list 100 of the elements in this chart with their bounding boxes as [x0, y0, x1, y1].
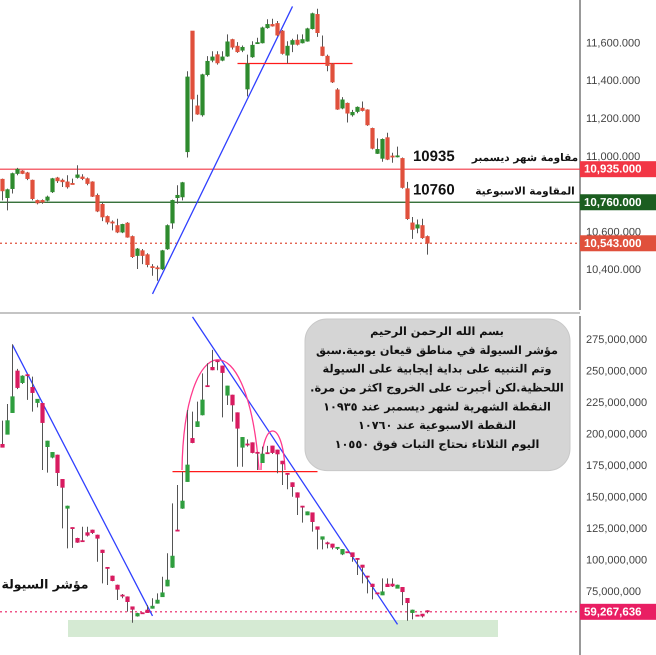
ref-line-label: 10,543.000 — [584, 238, 642, 250]
candlestick — [290, 482, 295, 498]
y-tick-label: 11,200.000 — [586, 112, 640, 125]
annotation: وتم التنبيه على بداية إيجابية على السيولة — [322, 362, 552, 376]
candlestick — [125, 596, 130, 612]
candlestick — [315, 8, 320, 38]
y-tick-label: 75,000,000 — [586, 586, 642, 598]
y-tick-label: 100,000,000 — [586, 554, 648, 566]
candlestick — [400, 586, 405, 606]
y-tick-label: 175,000,000 — [586, 460, 648, 472]
candlestick — [95, 534, 100, 562]
candlestick — [195, 401, 200, 428]
candlestick — [395, 146, 400, 158]
candlestick — [300, 505, 305, 524]
candlestick — [410, 609, 415, 620]
candlestick — [240, 436, 245, 468]
candlestick — [220, 50, 225, 62]
candlestick — [40, 402, 45, 470]
candlestick — [170, 502, 175, 569]
annotation: مؤشر السيولة — [2, 576, 88, 592]
candlestick — [380, 578, 385, 596]
candlestick — [60, 478, 65, 529]
candlestick — [170, 199, 175, 230]
candlestick — [285, 472, 290, 490]
annotation: المقاومة الاسبوعية — [475, 185, 575, 198]
ref-line-label: 59,267,636 — [584, 606, 642, 618]
candlestick — [370, 583, 375, 600]
annotation: النقطة الشهرية لشهر ديسمبر عند ١٠٩٣٥ — [323, 400, 551, 414]
candlestick — [225, 385, 230, 406]
candlestick — [135, 248, 140, 270]
annotation: مؤشر السيولة في مناطق قيعان يومية.سبق — [316, 344, 558, 357]
annotation: اللحظية.لكن أجبرت على الخروج اكثر من مرة. — [310, 379, 564, 394]
y-tick-label: 11,000.000 — [586, 150, 640, 163]
candlestick — [105, 566, 110, 586]
candlestick — [290, 38, 295, 53]
candlestick — [100, 549, 105, 584]
candlestick — [370, 127, 375, 150]
candlestick — [45, 440, 50, 474]
candlestick — [285, 40, 290, 64]
candlestick — [115, 584, 120, 601]
candlestick — [200, 372, 205, 416]
candlestick — [30, 376, 35, 412]
candlestick — [415, 218, 420, 234]
candlestick — [0, 178, 5, 201]
candlestick — [30, 179, 35, 201]
candlestick — [50, 177, 55, 194]
y-tick-label: 275,000,000 — [586, 334, 648, 346]
y-tick-label: 150,000,000 — [586, 491, 648, 504]
candlestick — [335, 88, 340, 110]
candlestick — [0, 420, 5, 448]
candlestick — [320, 536, 325, 550]
ref-line-label: 10,935.000 — [584, 164, 642, 176]
candlestick — [250, 40, 255, 58]
candlestick — [160, 576, 165, 598]
candlestick — [320, 35, 325, 57]
annotation: بسم الله الرحمن الرحيم — [370, 325, 504, 338]
candlestick — [210, 50, 215, 63]
y-tick-label: 11,400.000 — [586, 75, 640, 88]
candlestick — [165, 224, 170, 250]
candlestick — [210, 349, 215, 371]
candlestick — [405, 598, 410, 622]
annotation: مقاومة شهر ديسمبر — [470, 152, 578, 164]
y-tick-label: 225,000,000 — [586, 396, 648, 409]
candlestick — [220, 365, 225, 418]
annotation: اليوم الثلاثاء نحتاج الثبات فوق ١٠٥٥٠ — [334, 438, 540, 451]
candlestick — [165, 552, 170, 587]
candlestick — [235, 412, 240, 468]
y-tick-label: 10,400.000 — [586, 264, 642, 276]
candlestick — [185, 410, 190, 482]
candlestick — [5, 403, 10, 435]
candlestick — [130, 606, 135, 624]
candlestick — [345, 102, 350, 123]
candlestick — [195, 94, 200, 116]
y-tick-label: 200,000,000 — [586, 428, 648, 440]
annotation: 10760 — [412, 181, 455, 198]
candlestick — [365, 575, 370, 594]
candlestick — [225, 34, 230, 58]
annotation: 10935 — [412, 148, 455, 166]
candlestick — [5, 188, 10, 211]
candlestick — [160, 249, 165, 271]
candlestick — [175, 484, 180, 532]
candlestick — [315, 526, 320, 550]
ref-line-label: 10,760.000 — [584, 196, 642, 209]
candlestick — [355, 558, 360, 576]
candlestick — [260, 446, 265, 464]
candlestick — [230, 394, 235, 422]
candlestick — [15, 368, 20, 390]
candlestick — [295, 492, 300, 516]
candlestick — [205, 362, 210, 388]
candlestick — [70, 526, 75, 548]
candlestick — [115, 218, 120, 234]
candlestick — [280, 460, 285, 486]
candlestick — [215, 50, 220, 66]
candlestick — [410, 216, 415, 240]
candlestick — [180, 471, 185, 510]
candlestick — [10, 344, 15, 414]
annotation: النقطة الاسبوعية عند ١٠٧٦٠ — [358, 419, 516, 432]
candlestick — [55, 454, 60, 487]
candlestick — [360, 564, 365, 584]
candlestick — [190, 411, 195, 444]
